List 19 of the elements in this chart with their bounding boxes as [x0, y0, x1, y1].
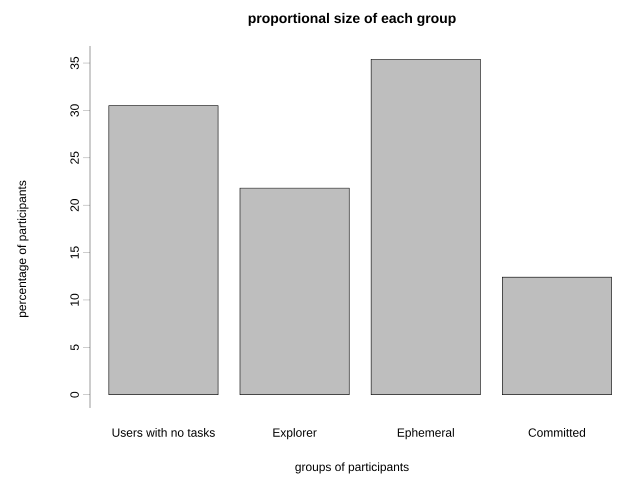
chart-title: proportional size of each group [248, 12, 456, 26]
y-tick-label: 5 [70, 344, 79, 350]
bar [502, 276, 612, 396]
x-tick-label: Committed [528, 428, 586, 437]
y-tick-label: 25 [70, 152, 79, 164]
y-tick-label: 10 [70, 294, 79, 306]
x-tick-label: Users with no tasks [112, 428, 215, 437]
y-tick-label: 20 [70, 199, 79, 212]
bar [370, 58, 481, 396]
bar [240, 188, 350, 396]
bar [108, 105, 218, 396]
y-tick-label: 35 [70, 56, 79, 70]
y-tick-label: 0 [70, 392, 79, 398]
y-tick-label: 30 [70, 104, 79, 117]
x-tick-label: Explorer [273, 428, 317, 440]
x-axis-title: groups of participants [295, 462, 409, 474]
y-tick-label: 15 [70, 246, 79, 258]
y-axis-title: percentage of participants [17, 180, 28, 318]
x-tick-label: Ephemeral [398, 428, 454, 440]
